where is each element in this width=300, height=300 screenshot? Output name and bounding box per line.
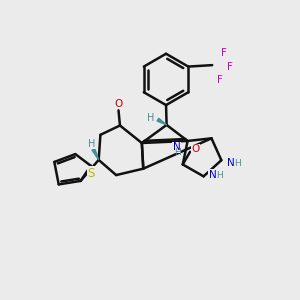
Polygon shape: [157, 118, 166, 125]
Text: H: H: [88, 139, 95, 148]
Text: F: F: [221, 48, 227, 58]
Text: N: N: [226, 158, 234, 168]
Text: N: N: [173, 142, 181, 152]
Text: N: N: [209, 169, 217, 180]
Text: F: F: [227, 62, 233, 73]
Text: H: H: [234, 159, 241, 168]
Text: O: O: [114, 99, 123, 109]
Polygon shape: [92, 149, 99, 160]
Text: O: O: [192, 145, 200, 154]
Text: S: S: [88, 167, 95, 180]
Text: F: F: [218, 75, 223, 85]
Text: H: H: [174, 148, 181, 158]
Text: H: H: [217, 171, 223, 180]
Text: H: H: [147, 113, 154, 123]
